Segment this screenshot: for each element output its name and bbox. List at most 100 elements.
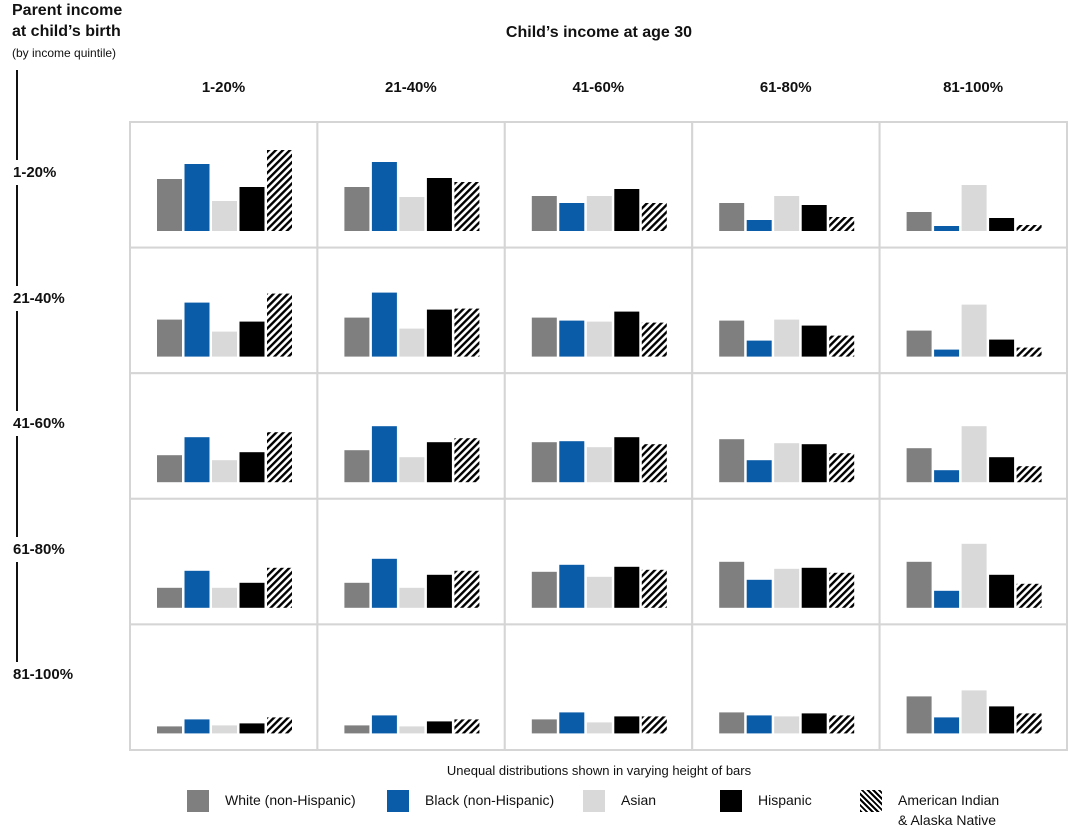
legend-label: Hispanic bbox=[758, 792, 812, 808]
bar bbox=[531, 571, 557, 608]
bar bbox=[719, 320, 745, 357]
bar bbox=[774, 443, 800, 483]
bar bbox=[829, 453, 855, 483]
legend-item: Hispanic bbox=[720, 790, 812, 812]
bar bbox=[746, 715, 772, 734]
chart-title: Child’s income at age 30 bbox=[505, 24, 693, 41]
bar bbox=[1016, 225, 1042, 231]
bar bbox=[961, 690, 987, 734]
bar bbox=[829, 572, 855, 608]
bar bbox=[212, 331, 237, 357]
bar bbox=[641, 716, 667, 734]
bar bbox=[801, 205, 827, 231]
bar bbox=[399, 457, 425, 483]
bar bbox=[267, 432, 292, 483]
bar bbox=[829, 715, 855, 734]
y-axis-title: Parent income at child’s birth (by incom… bbox=[12, 0, 122, 64]
column-label: 81-100% bbox=[943, 79, 1004, 96]
bar bbox=[641, 444, 667, 483]
bar bbox=[559, 441, 585, 483]
bar bbox=[801, 567, 827, 608]
bar bbox=[157, 726, 182, 734]
bar bbox=[934, 349, 960, 357]
bar bbox=[426, 721, 452, 734]
bar bbox=[399, 197, 425, 231]
bar bbox=[586, 576, 612, 608]
bar bbox=[371, 162, 397, 231]
row-label: 41-60% bbox=[13, 411, 65, 437]
bar bbox=[774, 716, 800, 734]
bar bbox=[746, 340, 772, 357]
bar bbox=[454, 182, 480, 231]
bar bbox=[614, 189, 640, 231]
bar bbox=[801, 444, 827, 483]
bar bbox=[801, 325, 827, 357]
bar bbox=[801, 713, 827, 734]
bar bbox=[586, 722, 612, 734]
bar bbox=[399, 328, 425, 357]
bar bbox=[157, 455, 182, 483]
bar-grid bbox=[129, 121, 1068, 752]
bar bbox=[426, 309, 452, 357]
bar bbox=[961, 543, 987, 608]
bar bbox=[1016, 466, 1042, 483]
bar bbox=[614, 716, 640, 734]
bar bbox=[719, 439, 745, 483]
bar bbox=[1016, 583, 1042, 608]
bar bbox=[454, 438, 480, 483]
legend-label: Asian bbox=[621, 792, 657, 808]
bar bbox=[531, 442, 557, 483]
bar bbox=[531, 317, 557, 357]
bar bbox=[184, 437, 210, 483]
bar bbox=[989, 706, 1015, 734]
bar bbox=[934, 226, 960, 231]
bar bbox=[267, 293, 292, 357]
bar bbox=[774, 319, 800, 357]
bar bbox=[399, 587, 425, 608]
bar bbox=[559, 320, 585, 357]
bar bbox=[774, 568, 800, 608]
bar bbox=[614, 437, 640, 483]
legend-label: White (non-Hispanic) bbox=[225, 792, 356, 808]
bar bbox=[961, 426, 987, 483]
bar bbox=[641, 203, 667, 231]
bar bbox=[559, 712, 585, 734]
bar bbox=[531, 719, 557, 734]
bar bbox=[934, 717, 960, 734]
bar bbox=[531, 196, 557, 231]
bar bbox=[212, 725, 237, 734]
bar bbox=[586, 321, 612, 357]
bar bbox=[344, 450, 370, 483]
bar bbox=[426, 178, 452, 231]
legend-swatch bbox=[187, 790, 209, 812]
bar bbox=[829, 217, 855, 231]
bar bbox=[989, 218, 1015, 231]
bar bbox=[1016, 713, 1042, 734]
bar bbox=[184, 719, 210, 734]
bar bbox=[586, 447, 612, 483]
bar bbox=[157, 587, 182, 608]
bar bbox=[774, 196, 800, 231]
bar bbox=[906, 448, 932, 483]
legend-item: Asian bbox=[583, 790, 656, 812]
bar bbox=[719, 203, 745, 231]
bar bbox=[746, 220, 772, 231]
bar bbox=[184, 164, 210, 231]
y-axis-title-line2: at child’s birth bbox=[12, 23, 121, 40]
bar bbox=[157, 319, 182, 357]
bar bbox=[559, 203, 585, 231]
bar bbox=[614, 311, 640, 357]
bar bbox=[267, 150, 292, 231]
bar bbox=[641, 322, 667, 357]
bar bbox=[746, 579, 772, 608]
row-label: 21-40% bbox=[13, 285, 65, 311]
bar bbox=[344, 582, 370, 608]
bar bbox=[426, 442, 452, 483]
legend-swatch bbox=[387, 790, 409, 812]
legend-swatch bbox=[860, 790, 882, 812]
bar bbox=[961, 304, 987, 357]
bar bbox=[212, 460, 237, 483]
bar bbox=[184, 570, 210, 608]
bar bbox=[371, 715, 397, 734]
bar bbox=[961, 185, 987, 231]
